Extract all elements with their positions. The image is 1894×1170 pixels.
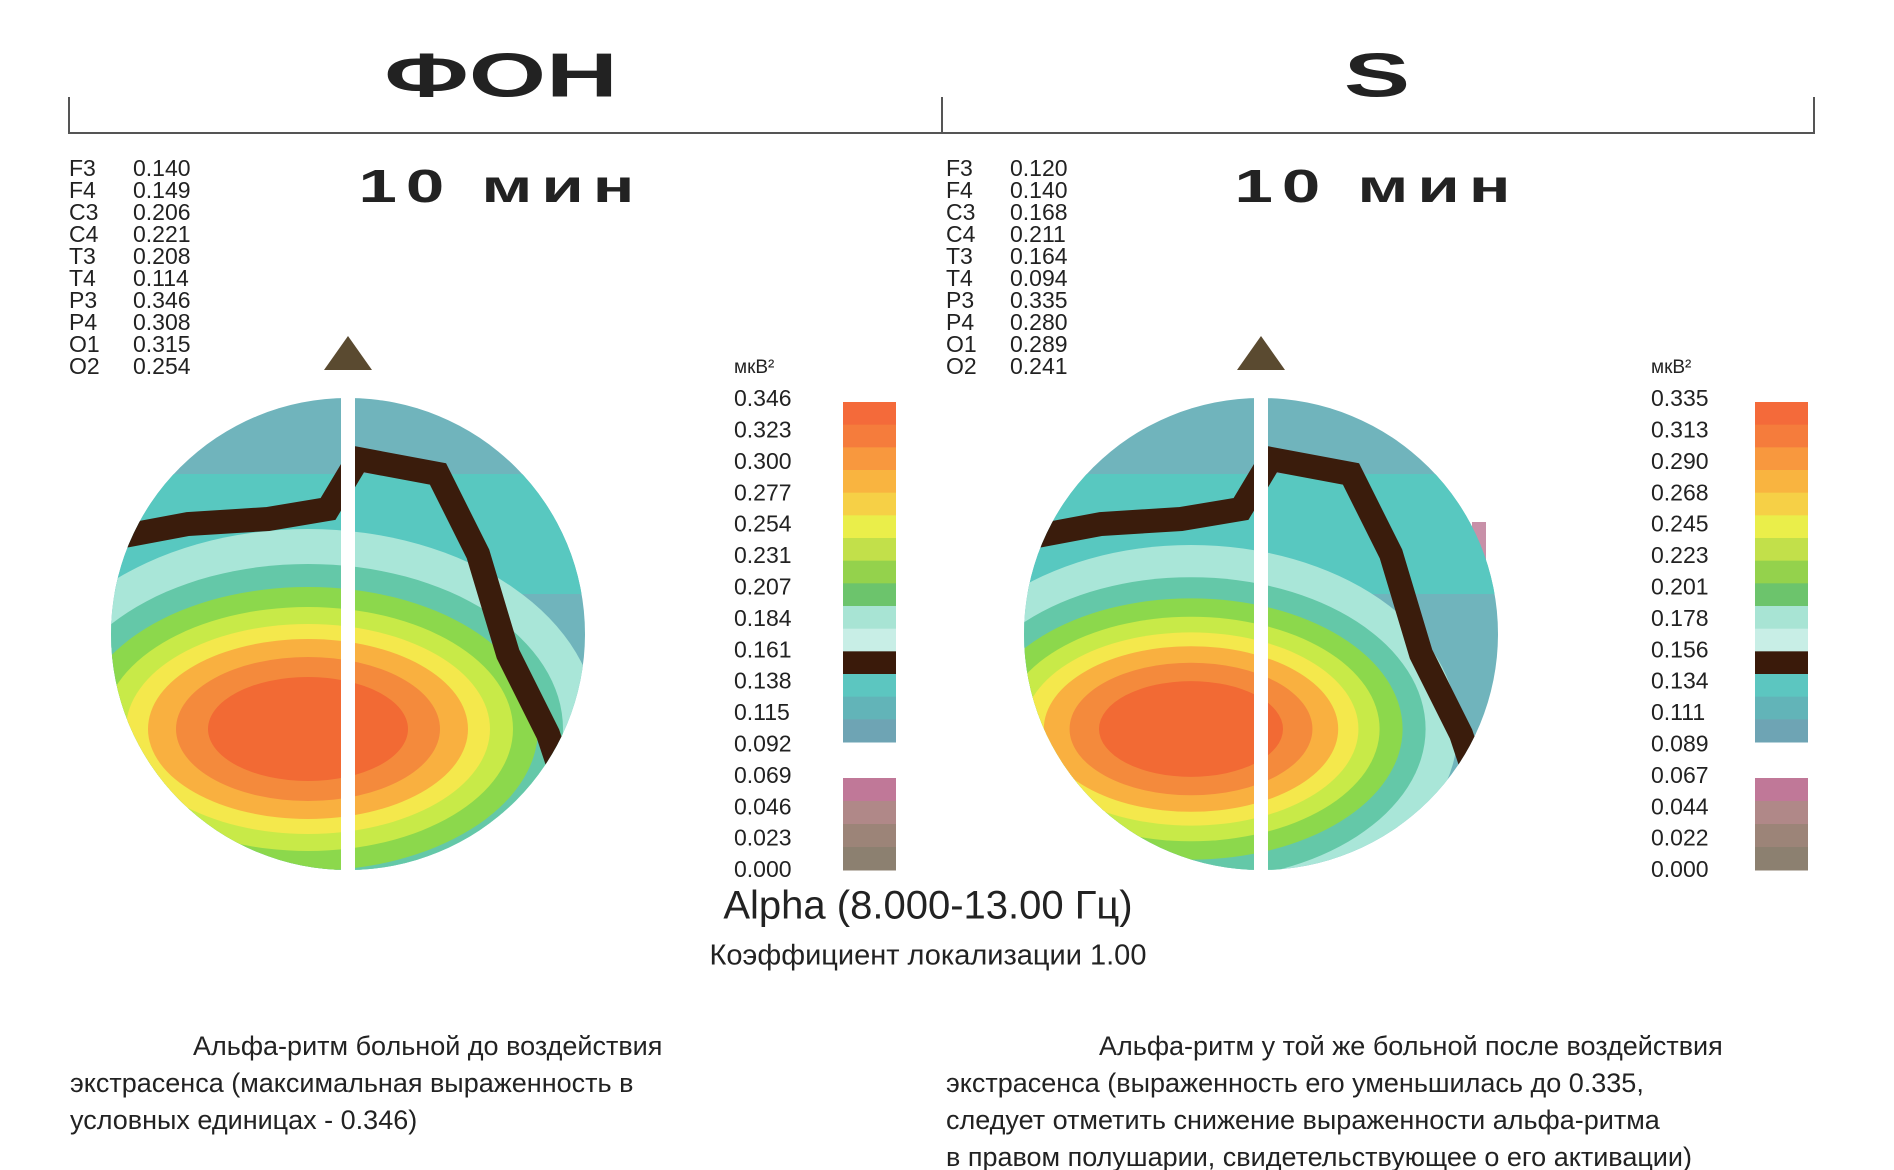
- caption-line: Альфа-ритм у той же больной после воздей…: [1099, 1031, 1723, 1061]
- midline: [341, 389, 355, 874]
- scale-tick: 0.067: [1651, 762, 1709, 788]
- scale-cell: [843, 801, 896, 825]
- scale-cell: [843, 719, 896, 742]
- scale-tick: 0.254: [734, 511, 792, 537]
- caption-line: условных единицах - 0.346): [70, 1105, 417, 1135]
- scale-tick: 0.022: [1651, 825, 1709, 851]
- scale-tick: 0.044: [1651, 793, 1709, 819]
- scale-cell: [1755, 674, 1808, 697]
- band-title: Alpha (8.000-13.00 Гц): [723, 884, 1132, 928]
- panel-subtitle: 10 мин: [1234, 161, 1519, 212]
- scale-tick: 0.268: [1651, 479, 1709, 505]
- scale-cell: [1755, 629, 1808, 652]
- scale-cell: [1755, 801, 1808, 825]
- scale-cell: [1755, 824, 1808, 848]
- electrode-label: O2: [946, 353, 977, 379]
- scale-tick: 0.300: [734, 448, 792, 474]
- scale-cell: [843, 651, 896, 674]
- scale-tick: 0.115: [734, 699, 790, 725]
- scale-cell: [843, 697, 896, 720]
- scale-cell: [843, 847, 896, 871]
- scale-tick: 0.290: [1651, 448, 1709, 474]
- panel-header: S: [1344, 40, 1410, 110]
- scale-cell: [843, 425, 896, 448]
- caption-line: экстрасенса (максимальная выраженность в: [70, 1068, 633, 1098]
- scale-unit: мкВ²: [734, 357, 774, 378]
- scale-cell: [843, 515, 896, 538]
- electrode-value: 0.254: [133, 353, 191, 379]
- caption-line: следует отметить снижение выраженности а…: [946, 1105, 1661, 1135]
- scale-cell: [1755, 697, 1808, 720]
- scale-cell: [1755, 470, 1808, 493]
- scale-cell: [843, 778, 896, 802]
- scale-cell: [843, 674, 896, 697]
- scale-tick: 0.335: [1651, 385, 1709, 411]
- scale-tick: 0.277: [734, 479, 792, 505]
- scale-cell: [1755, 447, 1808, 470]
- scale-cell: [1755, 606, 1808, 629]
- scale-unit: мкВ²: [1651, 357, 1691, 378]
- map-band: [208, 677, 408, 781]
- scale-cell: [1755, 425, 1808, 448]
- scale-cell: [843, 629, 896, 652]
- scale-tick: 0.000: [1651, 856, 1709, 882]
- scale-cell: [1755, 493, 1808, 516]
- scale-cell: [843, 447, 896, 470]
- scale-tick: 0.231: [734, 542, 792, 568]
- scale-tick: 0.023: [734, 825, 792, 851]
- scale-tick: 0.201: [1651, 573, 1709, 599]
- scale-cell: [843, 402, 896, 425]
- panel-subtitle: 10 мин: [358, 161, 643, 212]
- scale-cell: [1755, 847, 1808, 871]
- scale-cell: [843, 538, 896, 561]
- scale-cell: [1755, 583, 1808, 606]
- scale-tick: 0.245: [1651, 511, 1709, 537]
- scale-tick: 0.178: [1651, 605, 1709, 631]
- scale-cell: [1755, 719, 1808, 742]
- scale-cell: [843, 583, 896, 606]
- scale-tick: 0.089: [1651, 730, 1709, 756]
- scale-cell: [1755, 538, 1808, 561]
- scale-tick: 0.207: [734, 573, 792, 599]
- scale-cell: [1755, 651, 1808, 674]
- scale-tick: 0.134: [1651, 668, 1709, 694]
- scale-cell: [843, 606, 896, 629]
- scale-cell: [1755, 561, 1808, 584]
- scale-tick: 0.223: [1651, 542, 1709, 568]
- scale-tick: 0.138: [734, 668, 792, 694]
- scale-cell: [843, 561, 896, 584]
- scale-tick: 0.000: [734, 856, 792, 882]
- page: Alpha (8.000-13.00 Гц) Коэффициент локал…: [0, 0, 1894, 1170]
- electrode-value: 0.241: [1010, 353, 1068, 379]
- scale-tick: 0.046: [734, 793, 792, 819]
- scale-cell: [843, 470, 896, 493]
- scale-tick: 0.313: [1651, 416, 1709, 442]
- caption-line: Альфа-ритм больной до воздействия: [193, 1031, 662, 1061]
- panel-header: ФОН: [384, 40, 617, 110]
- localization: Коэффициент локализации 1.00: [710, 940, 1147, 972]
- scale-cell: [1755, 402, 1808, 425]
- scale-cell: [1755, 778, 1808, 802]
- electrode-label: O2: [69, 353, 100, 379]
- scale-cell: [1755, 515, 1808, 538]
- scale-tick: 0.111: [1651, 699, 1705, 725]
- scale-tick: 0.156: [1651, 636, 1709, 662]
- caption-line: экстрасенса (выраженность его уменьшилас…: [946, 1068, 1644, 1098]
- caption-line: в правом полушарии, свидетельствующее о …: [946, 1142, 1692, 1170]
- scale-tick: 0.069: [734, 762, 792, 788]
- midline: [1254, 389, 1268, 874]
- scale-cell: [843, 824, 896, 848]
- scale-tick: 0.346: [734, 385, 792, 411]
- scale-tick: 0.161: [734, 636, 792, 662]
- scale-cell: [843, 493, 896, 516]
- scale-tick: 0.323: [734, 416, 792, 442]
- scale-tick: 0.092: [734, 730, 792, 756]
- scale-tick: 0.184: [734, 605, 792, 631]
